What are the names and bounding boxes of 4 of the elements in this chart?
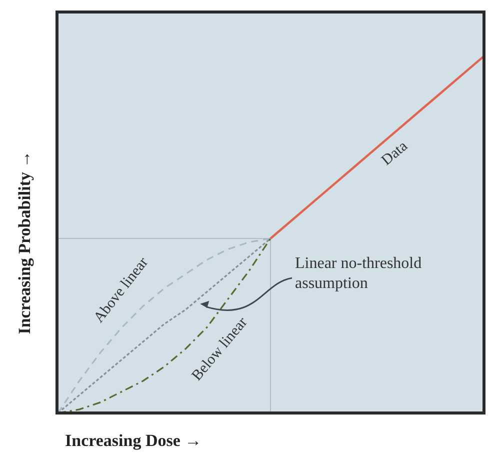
series-label: Linear no-threshold assumption [295,255,422,292]
x-axis-title: Increasing Dose → [65,431,202,450]
text: Data [378,138,412,169]
y-axis-title: Increasing Probability → [15,150,34,334]
